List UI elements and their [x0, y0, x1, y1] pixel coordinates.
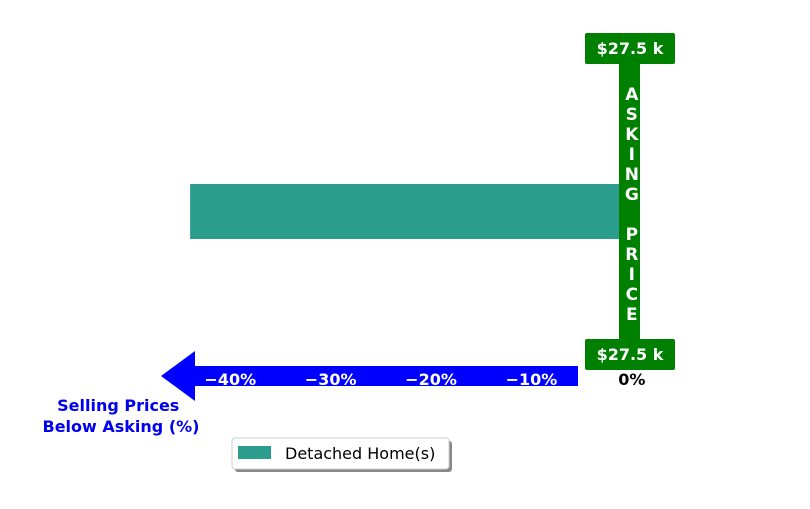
legend-box — [231, 437, 450, 470]
asking-price-letter: A — [625, 85, 639, 105]
bar-detached-home-s- — [190, 184, 632, 239]
x-axis-title: Selling Prices Below Asking (%) — [43, 396, 200, 436]
x-tick-label: −20% — [405, 370, 457, 389]
x-tick-label: −30% — [305, 370, 357, 389]
asking-price-letter: K — [625, 125, 639, 145]
asking-price-letter: I — [629, 145, 635, 165]
asking-price-letter: E — [626, 305, 638, 325]
asking-price-letter: P — [626, 225, 638, 245]
x-axis-title-line-1: Selling Prices — [57, 396, 179, 415]
x-axis-arrow — [161, 351, 578, 401]
asking-price-letter: I — [629, 265, 635, 285]
asking-price-bottom-box — [585, 339, 675, 370]
x-axis: −40% −30% −20% −10% 0% — [161, 351, 645, 401]
bars-layer — [190, 184, 632, 239]
asking-price-letter: N — [625, 165, 639, 185]
x-tick-label: −40% — [204, 370, 256, 389]
legend-swatch — [238, 446, 271, 459]
x-tick-labels: −40% −30% −20% −10% 0% — [204, 370, 645, 389]
x-axis-title-line-2: Below Asking (%) — [43, 417, 200, 436]
asking-price-top-box — [585, 33, 675, 64]
asking-price-bar — [619, 62, 640, 340]
asking-price-letter: S — [626, 105, 638, 125]
asking-price-top-label: $27.5 k — [597, 39, 664, 58]
x-tick-label: −10% — [506, 370, 558, 389]
legend-entry-label: Detached Home(s) — [285, 444, 435, 463]
x-tick-label: 0% — [618, 370, 645, 389]
legend: Detached Home(s) — [231, 437, 452, 472]
asking-price-letter: G — [625, 185, 639, 205]
asking-price-letter: C — [626, 285, 638, 305]
asking-price-bottom-label: $27.5 k — [597, 345, 664, 364]
asking-price-letter: R — [625, 245, 638, 265]
